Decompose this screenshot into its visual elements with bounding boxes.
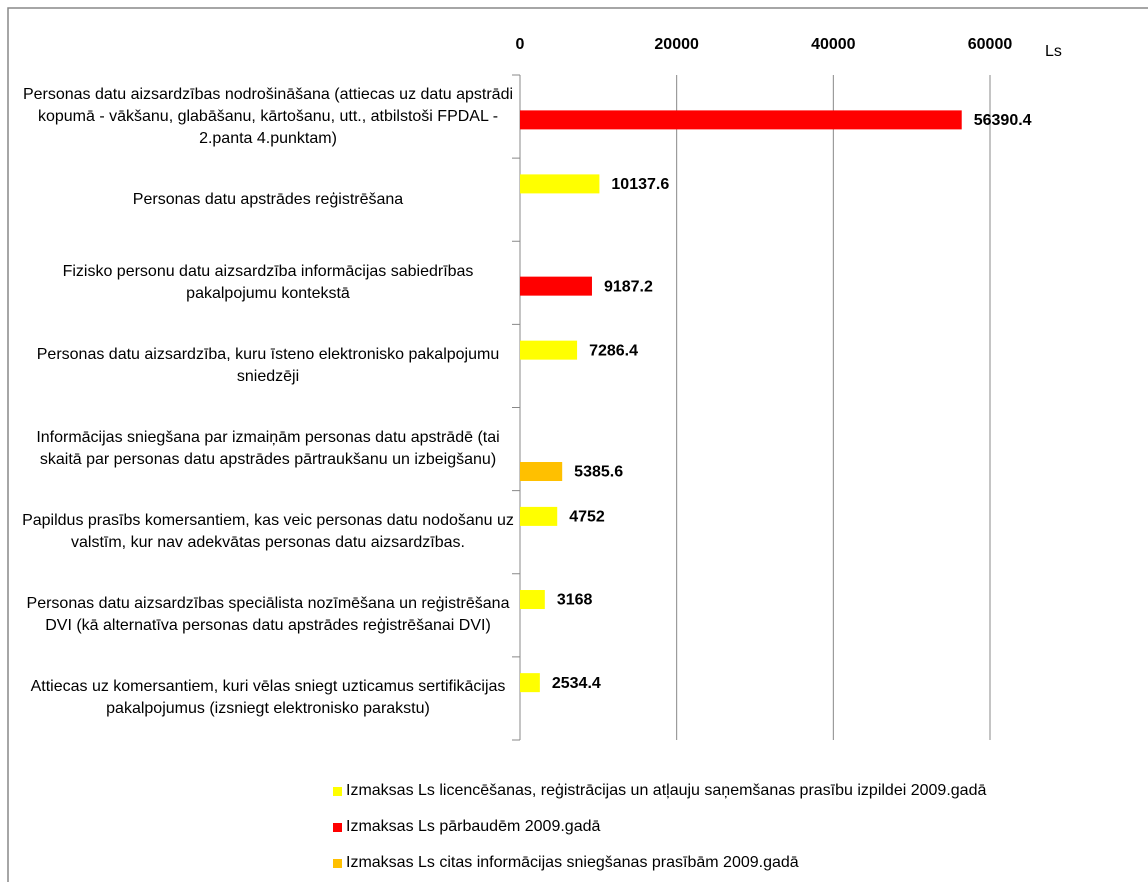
x-tick-label: 20000: [654, 36, 699, 53]
value-label: 3168: [557, 592, 593, 609]
legend-swatch: [333, 858, 342, 868]
x-tick-label: 40000: [811, 36, 856, 53]
x-tick-label: 0: [516, 36, 525, 53]
value-label: 5385.6: [574, 464, 623, 481]
frame: [7, 7, 1148, 882]
legend-swatch: [333, 786, 342, 796]
legend-item: Izmaksas Ls licencēšanas, reģistrācijas …: [333, 781, 986, 801]
value-label: 2534.4: [552, 675, 601, 692]
category-label: Fizisko personu datu aizsardzība informā…: [62, 262, 474, 302]
category-label: Personas datu aizsardzība, kuru īsteno e…: [36, 345, 500, 385]
x-axis-label: Ls: [1045, 43, 1062, 60]
bar: [520, 110, 962, 130]
x-tick-label: 60000: [968, 36, 1013, 53]
category-label: Personas datu apstrādes reģistrēšana: [132, 190, 404, 208]
bar: [520, 174, 600, 194]
value-label: 56390.4: [974, 112, 1032, 129]
bar: [520, 276, 592, 296]
bar: [520, 506, 558, 526]
value-label: 10137.6: [611, 176, 669, 193]
bar: [520, 673, 540, 693]
category-label: Personas datu aizsardzības speciālista n…: [26, 595, 510, 635]
bar: [520, 462, 563, 482]
legend-item: Izmaksas Ls citas informācijas sniegšana…: [333, 853, 799, 873]
legend-label: Izmaksas Ls pārbaudēm 2009.gadā: [346, 818, 601, 835]
category-label: Personas datu aizsardzības nodrošināšana…: [22, 85, 514, 147]
bar: [520, 590, 545, 610]
value-label: 9187.2: [604, 278, 653, 295]
value-label: 7286.4: [589, 342, 638, 359]
legend-label: Izmaksas Ls citas informācijas sniegšana…: [346, 854, 799, 871]
category-label: Informācijas sniegšana par izmaiņām pers…: [36, 429, 500, 469]
legend-label: Izmaksas Ls licencēšanas, reģistrācijas …: [346, 782, 987, 799]
legend-swatch: [333, 822, 342, 832]
bar: [520, 340, 578, 360]
value-label: 4752: [569, 509, 605, 526]
legend-item: Izmaksas Ls pārbaudēm 2009.gadā: [333, 817, 600, 837]
category-label: Attiecas uz komersantiem, kuri vēlas sni…: [30, 678, 506, 718]
category-label: Papildus prasībs komersantiem, kas veic …: [22, 512, 514, 552]
